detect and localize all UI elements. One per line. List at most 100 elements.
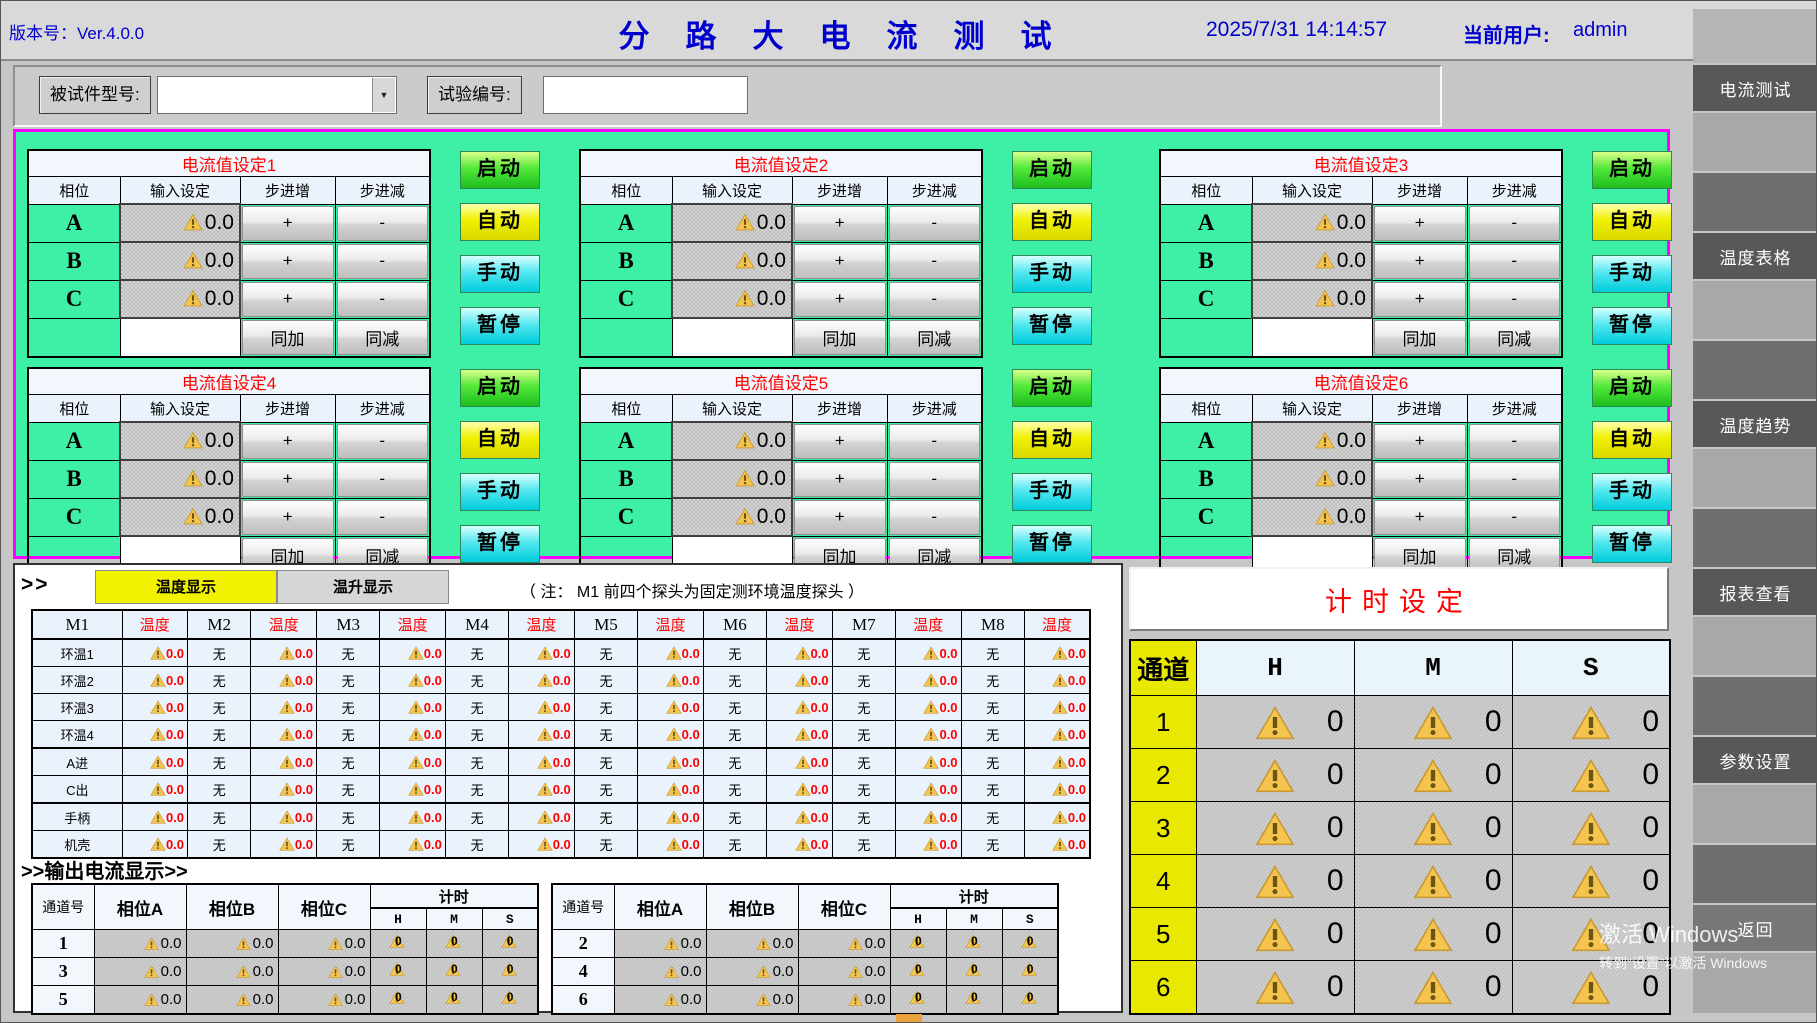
step-increase-button[interactable]: + — [1374, 205, 1466, 241]
tab-temperature-rise-display[interactable]: 温升显示 — [277, 570, 449, 604]
step-decrease-button[interactable]: - — [336, 243, 429, 279]
sync-sub-button[interactable]: 同减 — [1468, 319, 1561, 355]
timer-value-cell[interactable]: 0 — [1353, 801, 1513, 855]
step-increase-button[interactable]: + — [242, 243, 334, 279]
setpoint-value[interactable]: 0.0 — [671, 203, 793, 243]
setpoint-value[interactable]: 0.0 — [1251, 497, 1373, 537]
sync-add-button[interactable]: 同加 — [1373, 319, 1466, 355]
test-number-input[interactable] — [543, 76, 748, 114]
tab-temperature-display[interactable]: 温度显示 — [95, 570, 277, 604]
sidebar-item-param-settings[interactable]: 参数设置 — [1693, 737, 1816, 783]
setpoint-value[interactable]: 0.0 — [1251, 203, 1373, 243]
auto-button[interactable]: 自动 — [460, 203, 540, 241]
step-decrease-button[interactable]: - — [1468, 243, 1561, 279]
setpoint-value[interactable]: 0.0 — [671, 421, 793, 461]
timer-value-cell[interactable]: 0 — [1353, 960, 1513, 1015]
step-decrease-button[interactable]: - — [888, 205, 981, 241]
step-increase-button[interactable]: + — [1374, 281, 1466, 317]
auto-button[interactable]: 自动 — [1012, 421, 1092, 459]
auto-button[interactable]: 自动 — [1012, 203, 1092, 241]
step-decrease-button[interactable]: - — [1468, 281, 1561, 317]
start-button[interactable]: 启动 — [1012, 151, 1092, 189]
setpoint-value[interactable]: 0.0 — [671, 497, 793, 537]
sync-add-button[interactable]: 同加 — [1373, 537, 1466, 573]
step-increase-button[interactable]: + — [1374, 243, 1466, 279]
step-increase-button[interactable]: + — [242, 205, 334, 241]
setpoint-value[interactable]: 0.0 — [119, 241, 241, 281]
step-decrease-button[interactable]: - — [1468, 461, 1561, 497]
step-increase-button[interactable]: + — [794, 461, 886, 497]
setpoint-value[interactable]: 0.0 — [119, 279, 241, 319]
setpoint-value[interactable]: 0.0 — [119, 421, 241, 461]
auto-button[interactable]: 自动 — [460, 421, 540, 459]
step-decrease-button[interactable]: - — [336, 423, 429, 459]
step-increase-button[interactable]: + — [794, 281, 886, 317]
setpoint-value[interactable]: 0.0 — [1251, 459, 1373, 499]
step-increase-button[interactable]: + — [794, 499, 886, 535]
start-button[interactable]: 启动 — [1592, 151, 1672, 189]
timer-value-cell[interactable]: 0 — [1195, 854, 1355, 908]
timer-value-cell[interactable]: 0 — [1353, 854, 1513, 908]
timer-value-cell[interactable]: 0 — [1511, 748, 1671, 802]
pause-button[interactable]: 暂停 — [460, 525, 540, 563]
step-decrease-button[interactable]: - — [888, 281, 981, 317]
manual-button[interactable]: 手动 — [1592, 473, 1672, 511]
step-increase-button[interactable]: + — [242, 423, 334, 459]
sync-add-button[interactable]: 同加 — [793, 319, 886, 355]
setpoint-input[interactable] — [671, 317, 793, 357]
timer-value-cell[interactable]: 0 — [1195, 695, 1355, 749]
timer-value-cell[interactable]: 0 — [1195, 801, 1355, 855]
step-decrease-button[interactable]: - — [888, 243, 981, 279]
step-decrease-button[interactable]: - — [888, 461, 981, 497]
setpoint-value[interactable]: 0.0 — [1251, 241, 1373, 281]
timer-value-cell[interactable]: 0 — [1353, 907, 1513, 961]
setpoint-value[interactable]: 0.0 — [119, 497, 241, 537]
timer-value-cell[interactable]: 0 — [1195, 748, 1355, 802]
step-decrease-button[interactable]: - — [888, 423, 981, 459]
step-decrease-button[interactable]: - — [1468, 423, 1561, 459]
pause-button[interactable]: 暂停 — [1012, 307, 1092, 345]
auto-button[interactable]: 自动 — [1592, 421, 1672, 459]
model-combobox[interactable]: ▼ — [157, 76, 397, 114]
setpoint-value[interactable]: 0.0 — [671, 279, 793, 319]
start-button[interactable]: 启动 — [460, 151, 540, 189]
timer-value-cell[interactable]: 0 — [1511, 854, 1671, 908]
sidebar-item-report-view[interactable]: 报表查看 — [1693, 569, 1816, 615]
timer-value-cell[interactable]: 0 — [1511, 960, 1671, 1015]
step-increase-button[interactable]: + — [1374, 499, 1466, 535]
setpoint-value[interactable]: 0.0 — [671, 459, 793, 499]
step-decrease-button[interactable]: - — [1468, 499, 1561, 535]
manual-button[interactable]: 手动 — [1012, 473, 1092, 511]
timer-value-cell[interactable]: 0 — [1511, 801, 1671, 855]
step-increase-button[interactable]: + — [1374, 461, 1466, 497]
timer-value-cell[interactable]: 0 — [1511, 907, 1671, 961]
step-decrease-button[interactable]: - — [336, 461, 429, 497]
manual-button[interactable]: 手动 — [1012, 255, 1092, 293]
sidebar-item-back[interactable]: 返回 — [1693, 905, 1816, 951]
chevron-down-icon[interactable]: ▼ — [372, 78, 395, 112]
setpoint-value[interactable]: 0.0 — [671, 241, 793, 281]
step-increase-button[interactable]: + — [794, 205, 886, 241]
sidebar-item-temp-table[interactable]: 温度表格 — [1693, 233, 1816, 279]
setpoint-input[interactable] — [1251, 317, 1373, 357]
timer-value-cell[interactable]: 0 — [1511, 695, 1671, 749]
setpoint-value[interactable]: 0.0 — [119, 203, 241, 243]
timer-value-cell[interactable]: 0 — [1195, 960, 1355, 1015]
setpoint-input[interactable] — [119, 317, 241, 357]
auto-button[interactable]: 自动 — [1592, 203, 1672, 241]
timer-value-cell[interactable]: 0 — [1353, 695, 1513, 749]
step-decrease-button[interactable]: - — [336, 205, 429, 241]
sync-sub-button[interactable]: 同减 — [336, 319, 429, 355]
pause-button[interactable]: 暂停 — [1592, 525, 1672, 563]
pause-button[interactable]: 暂停 — [460, 307, 540, 345]
sidebar-item-current-test[interactable]: 电流测试 — [1693, 65, 1816, 111]
sync-add-button[interactable]: 同加 — [241, 319, 334, 355]
step-increase-button[interactable]: + — [242, 461, 334, 497]
step-increase-button[interactable]: + — [242, 499, 334, 535]
sidebar-item-temp-trend[interactable]: 温度趋势 — [1693, 401, 1816, 447]
step-increase-button[interactable]: + — [794, 423, 886, 459]
step-increase-button[interactable]: + — [242, 281, 334, 317]
timer-value-cell[interactable]: 0 — [1195, 907, 1355, 961]
pause-button[interactable]: 暂停 — [1012, 525, 1092, 563]
step-decrease-button[interactable]: - — [888, 499, 981, 535]
